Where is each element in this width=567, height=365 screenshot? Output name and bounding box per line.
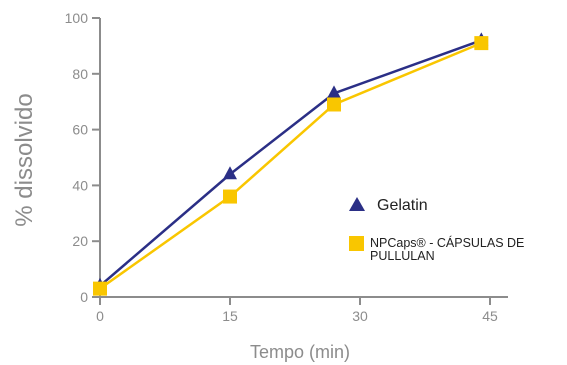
legend-label-npcaps-line2: PULLULAN xyxy=(370,249,435,263)
y-tick-label: 0 xyxy=(80,289,88,305)
tick-labels: 0 20 40 60 80 100 0 15 30 45 xyxy=(65,10,498,324)
legend-item-gelatin: Gelatin xyxy=(349,197,428,214)
series-layer xyxy=(93,32,489,296)
y-tick-label: 20 xyxy=(72,233,88,249)
y-tick-label: 80 xyxy=(72,66,88,82)
x-tick-label: 0 xyxy=(96,308,104,324)
legend-square-marker xyxy=(349,236,364,251)
x-tick-label: 15 xyxy=(222,308,238,324)
npcaps-point xyxy=(327,97,341,112)
y-tick-label: 60 xyxy=(72,122,88,138)
x-tick-label: 30 xyxy=(352,308,368,324)
legend: Gelatin NPCaps® - CÁPSULAS DE PULLULAN xyxy=(349,197,524,263)
x-axis-title: Tempo (min) xyxy=(250,342,350,362)
legend-label-npcaps-line1: NPCaps® - CÁPSULAS DE xyxy=(370,235,524,250)
series-line-npcaps xyxy=(99,41,482,290)
x-tick-label: 45 xyxy=(482,308,498,324)
y-axis-title: % dissolvido xyxy=(11,93,38,226)
legend-label-gelatin: Gelatin xyxy=(377,197,428,214)
axes xyxy=(99,18,508,298)
tick-marks xyxy=(92,17,491,305)
legend-triangle-marker xyxy=(349,197,365,211)
y-tick-label: 40 xyxy=(72,177,88,193)
npcaps-point xyxy=(93,281,107,296)
npcaps-point xyxy=(223,189,237,204)
legend-item-npcaps: NPCaps® - CÁPSULAS DE PULLULAN xyxy=(349,235,524,263)
gelatin-point xyxy=(223,166,237,180)
y-tick-label: 100 xyxy=(65,10,89,26)
gelatin-point xyxy=(327,85,341,99)
series-line-gelatin xyxy=(99,39,482,287)
npcaps-point xyxy=(474,36,489,51)
